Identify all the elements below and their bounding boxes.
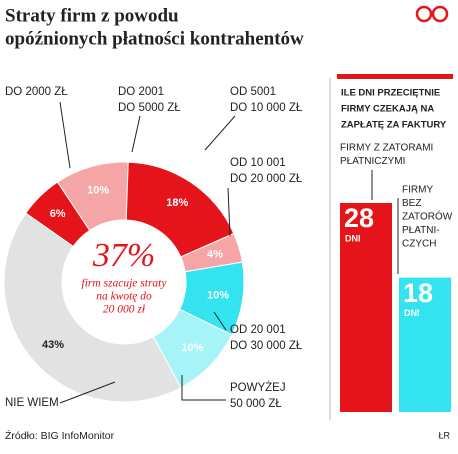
center-disc bbox=[63, 221, 185, 343]
category-label: FIRMY bbox=[402, 185, 433, 196]
category-label: OD 20 001 bbox=[230, 324, 286, 336]
value-label: 4% bbox=[207, 249, 223, 261]
category-label: DO 10 000 ZŁ bbox=[230, 102, 303, 114]
accent-bar bbox=[337, 74, 453, 79]
category-label: DO 2000 ZŁ bbox=[5, 86, 68, 98]
category-label: OD 5001 bbox=[230, 86, 276, 98]
value-label: 10% bbox=[181, 342, 203, 354]
center-text: firm szacuje straty bbox=[82, 278, 168, 290]
center-text: na kwotę do bbox=[96, 291, 152, 303]
category-label: DO 20 000 ZŁ bbox=[230, 173, 303, 185]
category-label: FIRMY Z ZATORAMI bbox=[340, 143, 433, 154]
value-label: 43% bbox=[42, 339, 64, 351]
logo bbox=[415, 5, 449, 23]
value-label: 18 bbox=[403, 278, 433, 308]
leader-line bbox=[181, 375, 226, 401]
category-label: DO 2001 bbox=[118, 86, 164, 98]
category-label: OD 10 001 bbox=[230, 157, 286, 169]
value-label: 18% bbox=[166, 197, 188, 209]
leader-line bbox=[213, 311, 227, 331]
credit: ŁR bbox=[438, 430, 450, 440]
value-label: 28 bbox=[344, 203, 374, 233]
center-text: 20 000 zł bbox=[103, 304, 146, 316]
bar-chart-title: ZAPŁATĘ ZA FAKTURY bbox=[341, 120, 447, 131]
pie-slice bbox=[3, 212, 182, 403]
category-label: DO 5000 ZŁ bbox=[118, 102, 181, 114]
bar-chart-title: ILE DNI PRZECIĘTNIE bbox=[341, 88, 440, 99]
category-label: DO 30 000 ZŁ bbox=[230, 340, 303, 352]
category-label: PŁATNICZYMI bbox=[340, 156, 405, 167]
category-label: BEZ bbox=[402, 198, 421, 209]
leader-line bbox=[204, 115, 236, 151]
leader-line bbox=[59, 101, 71, 169]
category-label: POWYŻEJ bbox=[230, 381, 286, 394]
value-label: 10% bbox=[87, 184, 109, 196]
category-label: 50 000 ZŁ bbox=[230, 398, 282, 410]
value-label: 6% bbox=[50, 208, 66, 220]
value-label: 10% bbox=[207, 290, 229, 302]
category-label: PŁATNI- bbox=[402, 225, 440, 236]
leader-line bbox=[59, 381, 116, 404]
category-label: CZYCH bbox=[402, 239, 436, 250]
bar bbox=[399, 277, 451, 412]
value-unit: DNI bbox=[404, 308, 420, 318]
chart-title: opóźnionych płatności kontrahentów bbox=[5, 28, 304, 49]
value-unit: DNI bbox=[345, 233, 361, 243]
category-label: ZATORÓW bbox=[402, 210, 453, 223]
center-headline: 37% bbox=[92, 237, 155, 274]
source: Źródło: BIG InfoMonitor bbox=[5, 429, 115, 442]
leader-line bbox=[227, 187, 231, 237]
bar-chart-title: FIRMY CZEKAJĄ NA bbox=[341, 104, 434, 115]
bar bbox=[340, 203, 392, 412]
category-label: NIE WIEM bbox=[5, 397, 59, 409]
leader-line bbox=[131, 115, 141, 153]
chart-title: Straty firm z powodu bbox=[5, 5, 179, 26]
